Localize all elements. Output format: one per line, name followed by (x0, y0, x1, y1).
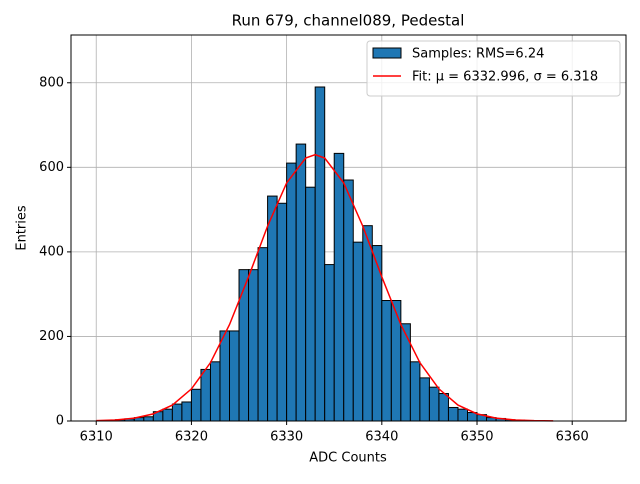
histogram-bar (191, 389, 201, 421)
histogram-bar (210, 362, 220, 421)
histogram-bar (277, 203, 287, 421)
histogram-bar (268, 196, 278, 421)
histogram-bar (287, 163, 297, 421)
x-tick-label: 6350 (460, 430, 493, 445)
histogram-bar (344, 180, 354, 421)
histogram-bar (182, 402, 192, 421)
histogram-bar (401, 324, 411, 421)
histogram-bar (410, 362, 420, 421)
histogram-bar (296, 144, 306, 421)
histogram-bar (353, 242, 363, 421)
y-axis-label: Entries (15, 205, 30, 251)
histogram-bar (230, 331, 240, 421)
histogram-bar (448, 407, 458, 421)
y-tick-label: 800 (39, 75, 64, 90)
histogram-bar (172, 404, 182, 421)
y-tick-label: 400 (39, 244, 64, 259)
histogram-bar (144, 417, 154, 421)
y-tick-label: 0 (56, 414, 64, 429)
histogram-bar (382, 301, 392, 421)
histogram-bar (315, 87, 325, 421)
histogram-bar (334, 153, 344, 421)
histogram-bar (458, 409, 468, 421)
histogram-bar (391, 301, 401, 421)
y-tick-label: 600 (39, 160, 64, 175)
histogram-bar (420, 378, 430, 421)
x-tick-label: 6310 (80, 430, 113, 445)
x-axis-label: ADC Counts (309, 451, 387, 466)
x-tick-label: 6320 (175, 430, 208, 445)
histogram-bar (363, 226, 373, 421)
histogram-bar (249, 270, 259, 421)
y-tick-label: 200 (39, 329, 64, 344)
histogram-bar (439, 394, 449, 421)
histogram-bar (201, 369, 211, 421)
histogram-bar (239, 270, 249, 421)
legend: Samples: RMS=6.24 Fit: μ = 6332.996, σ = … (367, 41, 620, 96)
x-tick-label: 6360 (556, 430, 589, 445)
histogram-bar (220, 331, 230, 421)
x-tick-label: 6330 (270, 430, 303, 445)
legend-swatch (373, 48, 401, 58)
legend-label: Samples: RMS=6.24 (412, 47, 544, 62)
legend-label: Fit: μ = 6332.996, σ = 6.318 (412, 70, 598, 85)
x-tick-label: 6340 (365, 430, 398, 445)
chart-title: Run 679, channel089, Pedestal (232, 12, 465, 30)
histogram-bar (429, 387, 439, 421)
histogram-bar (325, 265, 335, 421)
histogram-bar (306, 187, 316, 421)
histogram-bar (163, 409, 173, 421)
histogram-bar (258, 248, 268, 421)
